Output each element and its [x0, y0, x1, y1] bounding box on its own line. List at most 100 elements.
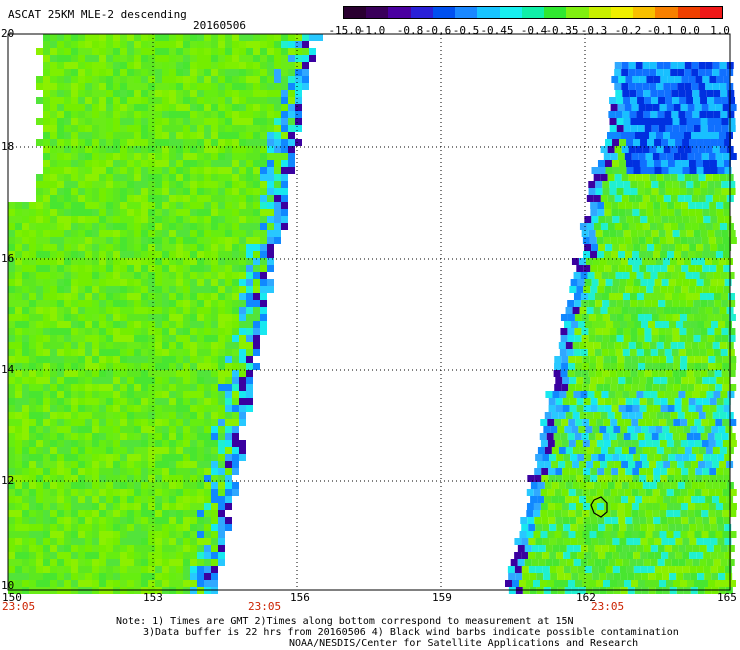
swath-cell: [148, 377, 155, 384]
swath-cell: [204, 132, 211, 139]
swath-cell: [57, 251, 64, 258]
swath-cell: [29, 573, 36, 580]
swath-cell: [225, 496, 232, 503]
swath-cell: [575, 363, 583, 370]
swath-cell: [274, 230, 281, 237]
swath-cell: [190, 503, 197, 510]
swath-cell: [92, 153, 99, 160]
swath-cell: [253, 342, 260, 349]
swath-cell: [134, 447, 141, 454]
swath-cell: [668, 216, 676, 223]
swath-cell: [64, 55, 71, 62]
swath-cell: [714, 188, 722, 195]
swath-cell: [729, 363, 737, 370]
swath-cell: [127, 48, 134, 55]
swath-cell: [593, 174, 601, 181]
swath-cell: [155, 41, 162, 48]
swath-cell: [134, 468, 141, 475]
swath-cell: [127, 475, 134, 482]
swath-cell: [36, 251, 43, 258]
swath-cell: [190, 538, 197, 545]
swath-cell: [183, 517, 190, 524]
swath-cell: [183, 356, 190, 363]
swath-cell: [106, 223, 113, 230]
swath-cell: [701, 580, 708, 587]
swath-cell: [642, 174, 650, 181]
swath-cell: [211, 209, 218, 216]
swath-cell: [85, 251, 92, 258]
swath-cell: [176, 160, 183, 167]
swath-cell: [155, 342, 162, 349]
swath-cell: [64, 300, 71, 307]
swath-cell: [148, 300, 155, 307]
swath-cell: [169, 461, 176, 468]
swath-cell: [632, 468, 640, 475]
swath-cell: [57, 146, 64, 153]
swath-cell: [561, 356, 569, 363]
swath-cell: [155, 580, 162, 587]
swath-cell: [723, 76, 731, 83]
swath-cell: [295, 111, 302, 118]
swath-cell: [654, 538, 662, 545]
swath-cell: [548, 398, 556, 405]
swath-cell: [673, 363, 681, 370]
swath-cell: [567, 300, 575, 307]
swath-cell: [288, 104, 295, 111]
swath-cell: [710, 566, 718, 573]
swath-cell: [29, 503, 36, 510]
swath-cell: [630, 300, 638, 307]
swath-cell: [64, 69, 71, 76]
swath-cell: [57, 258, 64, 265]
swath-cell: [134, 76, 141, 83]
swath-cell: [246, 34, 253, 41]
swath-cell: [659, 510, 667, 517]
swath-cell: [43, 328, 50, 335]
swath-cell: [169, 580, 176, 587]
swath-cell: [176, 524, 183, 531]
swath-cell: [647, 139, 655, 146]
swath-cell: [639, 468, 647, 475]
swath-cell: [50, 195, 57, 202]
swath-cell: [260, 286, 267, 293]
swath-cell: [106, 146, 113, 153]
swath-cell: [668, 552, 676, 559]
swath-cell: [120, 489, 127, 496]
swath-cell: [106, 363, 113, 370]
swath-cell: [218, 279, 225, 286]
swath-cell: [709, 265, 717, 272]
swath-cell: [607, 307, 615, 314]
swath-cell: [288, 55, 295, 62]
swath-cell: [722, 104, 730, 111]
swath-cell: [658, 314, 666, 321]
swath-cell: [596, 363, 604, 370]
swath-cell: [8, 559, 15, 566]
swath-cell: [197, 433, 204, 440]
swath-cell: [708, 419, 716, 426]
swath-cell: [85, 517, 92, 524]
swath-cell: [639, 475, 647, 482]
swath-cell: [43, 146, 50, 153]
swath-cell: [687, 363, 695, 370]
swath-cell: [640, 216, 648, 223]
swath-cell: [176, 398, 183, 405]
swath-cell: [106, 237, 113, 244]
swath-cell: [267, 139, 274, 146]
swath-cell: [225, 300, 232, 307]
swath-cell: [99, 377, 106, 384]
swath-cell: [113, 153, 120, 160]
swath-cell: [640, 139, 648, 146]
swath-cell: [274, 69, 281, 76]
swath-cell: [626, 244, 634, 251]
swath-cell: [239, 125, 246, 132]
swath-cell: [565, 307, 573, 314]
swath-cell: [71, 69, 78, 76]
product-title: ASCAT 25KM MLE-2 descending: [8, 8, 187, 21]
swath-cell: [204, 405, 211, 412]
swath-cell: [183, 265, 190, 272]
swath-cell: [674, 517, 682, 524]
swath-cell: [239, 104, 246, 111]
swath-cell: [134, 167, 141, 174]
swath-cell: [218, 482, 225, 489]
swath-cell: [85, 90, 92, 97]
swath-cell: [218, 377, 225, 384]
